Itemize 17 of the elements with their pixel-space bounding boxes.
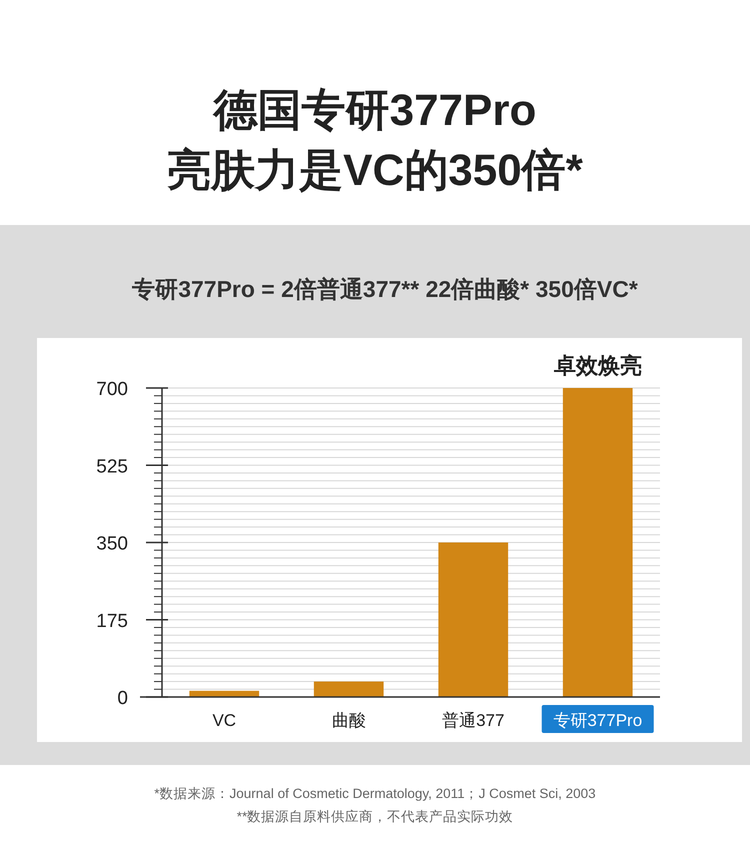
- text: *数据来源：Journal of Cosmetic Dermatology, 2011；J Cosmet Sci, 2003: [154, 786, 596, 801]
- y-tick-label: 700: [96, 379, 128, 400]
- chart-title: 德国专研377Pro 亮肤力是VC的350倍*: [167, 86, 584, 195]
- y-tick-label: 0: [117, 688, 128, 709]
- y-tick-label: 525: [96, 456, 128, 478]
- y-tick-label: 175: [96, 610, 128, 632]
- x-tick-label: 曲酸: [332, 711, 366, 730]
- bar: [438, 542, 508, 697]
- x-tick-label: 专研377Pro: [553, 711, 642, 730]
- chart-subtitle: 专研377Pro = 2倍普通377** 22倍曲酸* 350倍VC*: [131, 276, 638, 302]
- y-tick-label: 350: [96, 534, 128, 554]
- text: **数据源自原料供应商，不代表产品实际功效: [236, 809, 514, 824]
- x-tick-label: VC: [212, 711, 236, 730]
- annotation: 卓效焕亮: [552, 353, 642, 378]
- x-tick-label: 普通377: [442, 711, 504, 730]
- bar: [314, 682, 384, 697]
- bar: [562, 388, 633, 697]
